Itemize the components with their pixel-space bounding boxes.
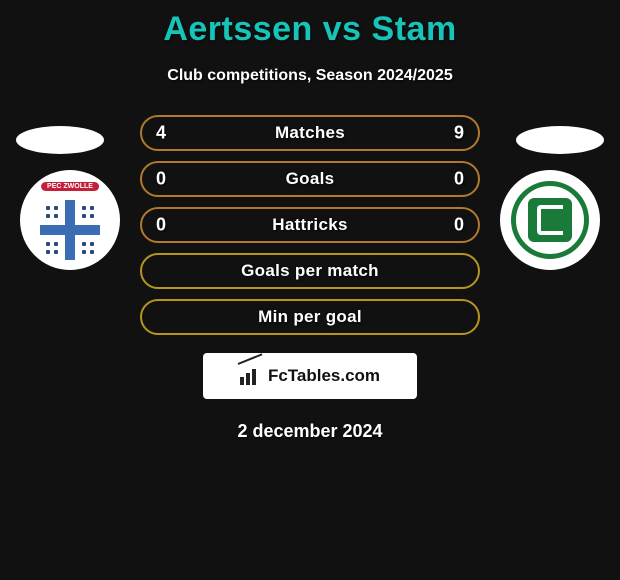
stat-value-left: 0 — [156, 169, 166, 190]
stat-row: Matches 4 9 — [140, 115, 480, 151]
stat-label: Goals — [286, 169, 335, 189]
team-badge-right — [500, 170, 600, 270]
page-title: Aertssen vs Stam — [0, 0, 620, 49]
date-label: 2 december 2024 — [0, 421, 620, 442]
stat-row: Goals 0 0 — [140, 161, 480, 197]
stat-value-right: 0 — [454, 215, 464, 236]
stat-value-right: 9 — [454, 123, 464, 144]
stat-value-right: 0 — [454, 169, 464, 190]
stat-value-left: 0 — [156, 215, 166, 236]
fctables-badge[interactable]: FcTables.com — [203, 353, 417, 399]
stat-row: Min per goal — [140, 299, 480, 335]
subtitle: Club competitions, Season 2024/2025 — [0, 67, 620, 85]
player-avatar-right — [516, 126, 604, 154]
fc-groningen-logo-icon — [506, 176, 594, 264]
zwolle-ribbon-text: PEC ZWOLLE — [41, 182, 99, 191]
pec-zwolle-logo-icon: PEC ZWOLLE — [26, 176, 114, 264]
fctables-label: FcTables.com — [268, 366, 380, 386]
team-badge-left: PEC ZWOLLE — [20, 170, 120, 270]
player-avatar-left — [16, 126, 104, 154]
stat-row: Goals per match — [140, 253, 480, 289]
stat-value-left: 4 — [156, 123, 166, 144]
stat-label: Hattricks — [272, 215, 347, 235]
stat-label: Min per goal — [258, 307, 362, 327]
stat-label: Goals per match — [241, 261, 379, 281]
stat-label: Matches — [275, 123, 345, 143]
stat-row: Hattricks 0 0 — [140, 207, 480, 243]
chart-icon — [240, 367, 262, 385]
